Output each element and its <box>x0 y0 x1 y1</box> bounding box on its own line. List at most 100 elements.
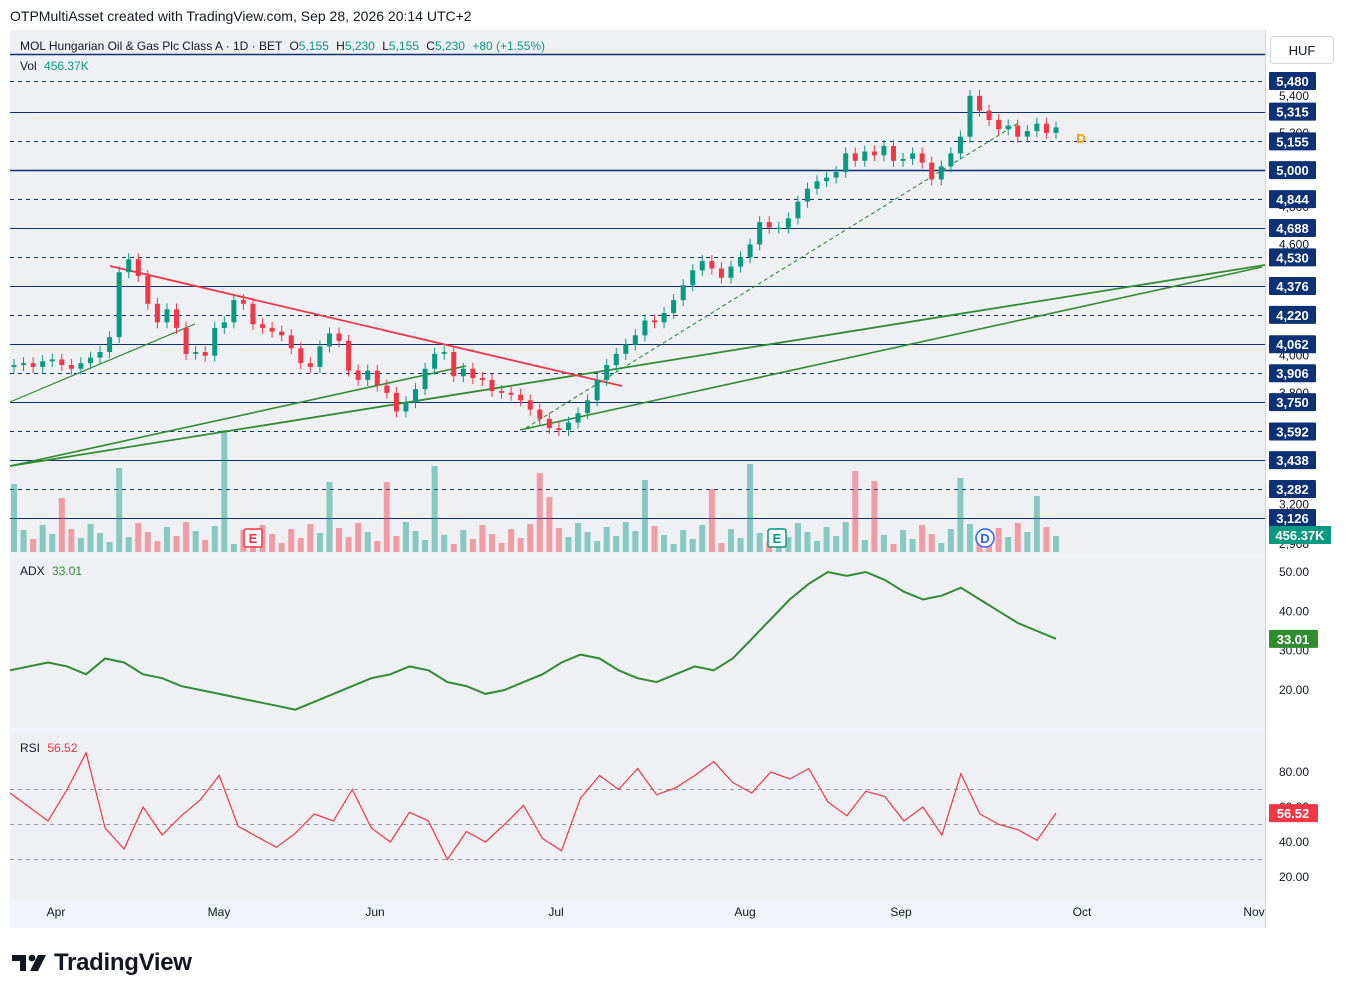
candle-body <box>575 413 581 423</box>
volume-bar <box>269 534 276 552</box>
candle-body <box>336 333 342 341</box>
volume-bar <box>508 529 515 552</box>
candle-body <box>661 313 667 323</box>
rsi-tick-label: 40.00 <box>1279 835 1309 849</box>
volume-bar <box>622 522 629 552</box>
candle-body <box>871 151 877 156</box>
price-level-label: 4,688 <box>1276 221 1309 236</box>
volume-bar <box>498 543 505 552</box>
volume-bar <box>355 523 362 552</box>
adx-value: 33.01 <box>52 564 83 578</box>
candle-body <box>977 95 983 111</box>
x-tick-label: Nov <box>1243 905 1264 919</box>
candle-body <box>107 337 113 353</box>
volume-bar <box>919 525 926 552</box>
volume-bar <box>479 525 486 552</box>
x-tick-label: Jul <box>548 905 563 919</box>
volume-bar <box>1014 523 1021 552</box>
x-tick-label: Aug <box>734 905 755 919</box>
volume-bar <box>641 480 648 552</box>
volume-bar <box>613 536 620 552</box>
volume-value-label: 456.37K <box>1275 528 1325 543</box>
x-tick-label: Apr <box>47 905 66 919</box>
volume-bar <box>938 543 945 552</box>
candle-body <box>164 309 170 323</box>
price-tick-label: 5,400 <box>1279 89 1309 103</box>
tradingview-logo[interactable]: TradingView <box>12 949 192 976</box>
candle-body <box>565 422 571 431</box>
volume-bar <box>890 544 897 552</box>
price-level-label: 5,000 <box>1276 163 1309 178</box>
candle-body <box>499 391 505 393</box>
candle-body <box>824 177 830 182</box>
candle-body <box>116 272 122 338</box>
candle-body <box>910 153 916 159</box>
volume-bar <box>928 534 935 552</box>
volume-bar <box>460 530 467 552</box>
candle-body <box>231 300 237 323</box>
candle-body <box>852 153 858 161</box>
candle-body <box>1024 131 1030 137</box>
event-marker-label: E <box>249 531 258 546</box>
candle-body <box>40 361 46 367</box>
candle-body <box>326 333 332 347</box>
candle-body <box>59 359 65 366</box>
price-level-label: 5,480 <box>1276 74 1309 89</box>
volume-bar <box>527 524 534 552</box>
low-value: 5,155 <box>388 39 419 53</box>
volume-bar <box>794 523 801 552</box>
currency-selector[interactable]: HUF <box>1270 36 1334 64</box>
volume-bar <box>469 539 476 552</box>
candle-body <box>193 352 199 354</box>
candle-body <box>1015 125 1021 137</box>
candle-body <box>145 275 151 304</box>
volume-bar <box>106 542 113 552</box>
price-level-label: 5,315 <box>1276 105 1309 120</box>
volume-bar <box>1053 536 1059 552</box>
volume-bar <box>785 537 792 552</box>
candle-body <box>87 357 93 364</box>
volume-bar <box>861 540 868 552</box>
candle-body <box>441 352 447 354</box>
candle-body <box>1043 123 1049 133</box>
candle-body <box>881 145 887 156</box>
volume-bar <box>565 537 572 552</box>
volume-bar <box>431 466 438 552</box>
volume-bar <box>536 473 543 552</box>
volume-bar <box>39 525 46 552</box>
candle-body <box>240 300 246 304</box>
low-label: L <box>382 39 389 53</box>
event-marker <box>975 528 995 548</box>
price-axis[interactable] <box>1265 30 1341 928</box>
candle-body <box>938 166 944 180</box>
chart-attribution: OTPMultiAsset created with TradingView.c… <box>10 8 472 24</box>
adx-value-box <box>1269 629 1318 648</box>
candle-body <box>1053 127 1059 133</box>
adx-pane[interactable] <box>10 558 1265 728</box>
candle-body <box>986 110 992 120</box>
candle-body <box>728 266 734 278</box>
candle-body <box>413 389 419 403</box>
candle-body <box>21 363 27 366</box>
volume-bar <box>30 539 37 552</box>
candle-body <box>919 153 925 163</box>
candle-body <box>518 394 524 401</box>
candle-body <box>709 261 715 269</box>
volume-bar <box>756 533 763 552</box>
price-level-box <box>1269 364 1316 383</box>
price-level-label: 3,592 <box>1276 424 1309 439</box>
volume-bar <box>230 544 237 552</box>
candle-body <box>355 370 361 380</box>
candle-body <box>374 370 380 386</box>
volume-bar <box>183 522 190 552</box>
volume-bar <box>307 524 314 552</box>
candle-body <box>690 270 696 286</box>
rsi-label: RSI <box>20 741 41 755</box>
rsi-pane[interactable] <box>10 733 1265 900</box>
candle-body <box>642 320 648 336</box>
price-level-label: 4,844 <box>1276 192 1309 207</box>
volume-bar <box>575 523 582 552</box>
price-level-box <box>1269 219 1316 238</box>
high-label: H <box>336 39 345 53</box>
